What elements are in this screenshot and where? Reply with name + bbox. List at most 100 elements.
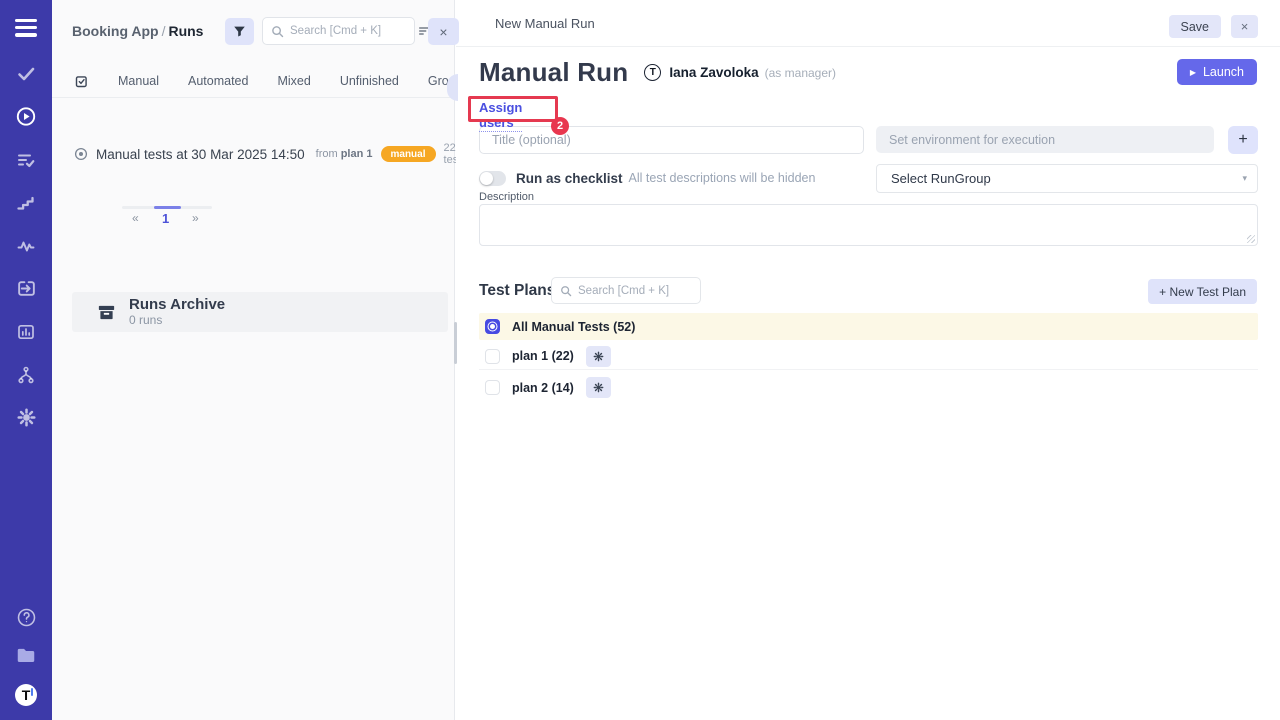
gear-icon	[593, 351, 604, 362]
tab-unfinished[interactable]: Unfinished	[339, 74, 399, 88]
checklist-row: Run as checklist All test descriptions w…	[479, 164, 815, 192]
tests-check-icon[interactable]	[15, 63, 37, 85]
archive-count: 0 runs	[129, 313, 163, 328]
tab-mixed[interactable]: Mixed	[277, 74, 311, 88]
run-title-input[interactable]	[479, 126, 864, 154]
archive-box-icon	[96, 302, 117, 323]
rungroup-selected-value: Select RunGroup	[891, 171, 991, 186]
runs-search-input[interactable]	[290, 25, 406, 37]
checkbox-unchecked[interactable]	[485, 348, 500, 364]
select-all-icon[interactable]	[74, 74, 89, 89]
help-icon[interactable]	[15, 606, 37, 628]
funnel-icon	[233, 25, 246, 38]
assign-users-link[interactable]: Assign users	[479, 100, 523, 132]
new-run-panel: New Manual Run Save × Manual Run T Iana …	[447, 0, 1280, 720]
test-plan-label: plan 1 (22)	[512, 349, 574, 363]
sidebar-nav	[15, 63, 37, 429]
description-field-wrap	[479, 204, 1258, 246]
runs-search[interactable]	[262, 17, 415, 45]
run-title[interactable]: Manual tests at 30 Mar 2025 14:50	[96, 146, 305, 162]
user-avatar: T	[644, 64, 662, 81]
tab-automated[interactable]: Automated	[188, 74, 249, 88]
runs-play-circle-icon[interactable]	[15, 106, 37, 128]
launch-label: Launch	[1202, 65, 1244, 79]
pagination-scrollbar-thumb[interactable]	[154, 206, 181, 209]
breadcrumb[interactable]: Booking App / Runs	[72, 23, 203, 39]
run-target-icon	[74, 147, 88, 161]
run-from: from plan 1	[315, 148, 373, 160]
import-icon[interactable]	[15, 278, 37, 300]
new-test-plan-button[interactable]: + New Test Plan	[1148, 279, 1257, 304]
test-plans-search[interactable]	[551, 277, 701, 304]
test-plans-heading: Test Plans	[479, 282, 556, 299]
tab-manual[interactable]: Manual	[118, 74, 159, 88]
checkbox-unchecked[interactable]	[485, 380, 500, 395]
pagination-prev[interactable]: «	[132, 211, 139, 225]
pagination-next[interactable]: »	[192, 211, 199, 225]
test-plan-label: All Manual Tests (52)	[512, 319, 636, 334]
test-plans-list-check-icon[interactable]	[15, 149, 37, 171]
panel-collapse-handle[interactable]	[447, 74, 458, 101]
pulse-activity-icon[interactable]	[15, 235, 37, 257]
breadcrumb-project[interactable]: Booking App	[72, 23, 159, 39]
filter-lines-icon[interactable]	[418, 24, 430, 38]
plan-settings-button[interactable]	[585, 345, 611, 367]
play-icon: ▶	[1189, 67, 1196, 77]
documents-folder-icon[interactable]	[15, 645, 37, 667]
checklist-label: Run as checklist	[516, 170, 623, 186]
left-panel-scrollbar-thumb[interactable]	[454, 322, 457, 364]
filter-button[interactable]	[225, 18, 254, 45]
gear-icon	[593, 382, 604, 393]
search-icon	[560, 285, 572, 297]
add-environment-button[interactable]: +	[1228, 126, 1258, 154]
toggle-knob	[480, 171, 493, 185]
user-name: Iana Zavoloka	[669, 65, 759, 80]
new-run-header-title: New Manual Run	[495, 16, 595, 31]
test-plan-row-all-manual[interactable]: All Manual Tests (52)	[479, 313, 1258, 340]
app-logo[interactable]: T	[15, 684, 37, 706]
pagination-page-1[interactable]: 1	[162, 210, 170, 226]
breadcrumb-page: Runs	[168, 23, 204, 39]
pagination-scrollbar[interactable]	[122, 206, 212, 209]
run-plan-name: plan 1	[340, 148, 373, 160]
manual-badge: manual	[380, 146, 436, 162]
run-title-row: Manual Run T Iana Zavoloka (as manager)	[479, 57, 836, 88]
user-role: (as manager)	[764, 65, 837, 80]
annotation-step-badge: 2	[551, 117, 569, 135]
description-label: Description	[479, 191, 535, 203]
chevron-down-icon: ▾	[1242, 173, 1247, 183]
checkbox-checked[interactable]	[485, 319, 500, 334]
test-plan-row-plan-2[interactable]: plan 2 (14)	[479, 374, 1258, 401]
run-list-item[interactable]: Manual tests at 30 Mar 2025 14:50 from p…	[74, 142, 467, 166]
runs-archive-item[interactable]: Runs Archive 0 runs	[72, 292, 448, 332]
description-textarea[interactable]	[479, 204, 1258, 246]
menu-icon[interactable]	[15, 19, 37, 37]
breadcrumb-separator: /	[161, 23, 166, 39]
app-sidebar: T	[0, 0, 52, 720]
settings-gear-icon[interactable]	[15, 407, 37, 429]
archive-text: Runs Archive 0 runs	[129, 296, 225, 328]
run-as-checklist-toggle[interactable]	[479, 170, 506, 186]
test-plans-search-input[interactable]	[578, 284, 692, 297]
search-icon	[271, 25, 284, 38]
sidebar-bottom: T	[15, 606, 37, 706]
branches-fork-icon[interactable]	[15, 364, 37, 386]
panel-close-button[interactable]: ×	[428, 18, 459, 45]
test-plan-row-plan-1[interactable]: plan 1 (22)	[479, 343, 1258, 370]
save-button[interactable]: Save	[1168, 15, 1221, 38]
checklist-hint: All test descriptions will be hidden	[628, 171, 816, 185]
rungroup-select[interactable]: Select RunGroup ▾	[876, 164, 1258, 193]
runs-tabbar: Manual Automated Mixed Unfinished Groups	[52, 65, 469, 98]
environment-input[interactable]	[876, 126, 1214, 153]
plan-settings-button[interactable]	[585, 377, 611, 398]
runs-panel-header: Booking App/Runs ×	[52, 0, 459, 62]
runs-list-panel: Booking App/Runs × Manual Automated Mixe…	[52, 0, 469, 720]
close-button[interactable]: ×	[1231, 15, 1258, 38]
page-title: Manual Run	[479, 57, 629, 87]
test-plan-label: plan 2 (14)	[512, 380, 574, 395]
launch-button[interactable]: ▶ Launch	[1176, 59, 1257, 85]
analytics-chart-icon[interactable]	[15, 321, 37, 343]
new-run-header: New Manual Run Save ×	[456, 0, 1280, 47]
milestones-steps-icon[interactable]	[15, 192, 37, 214]
